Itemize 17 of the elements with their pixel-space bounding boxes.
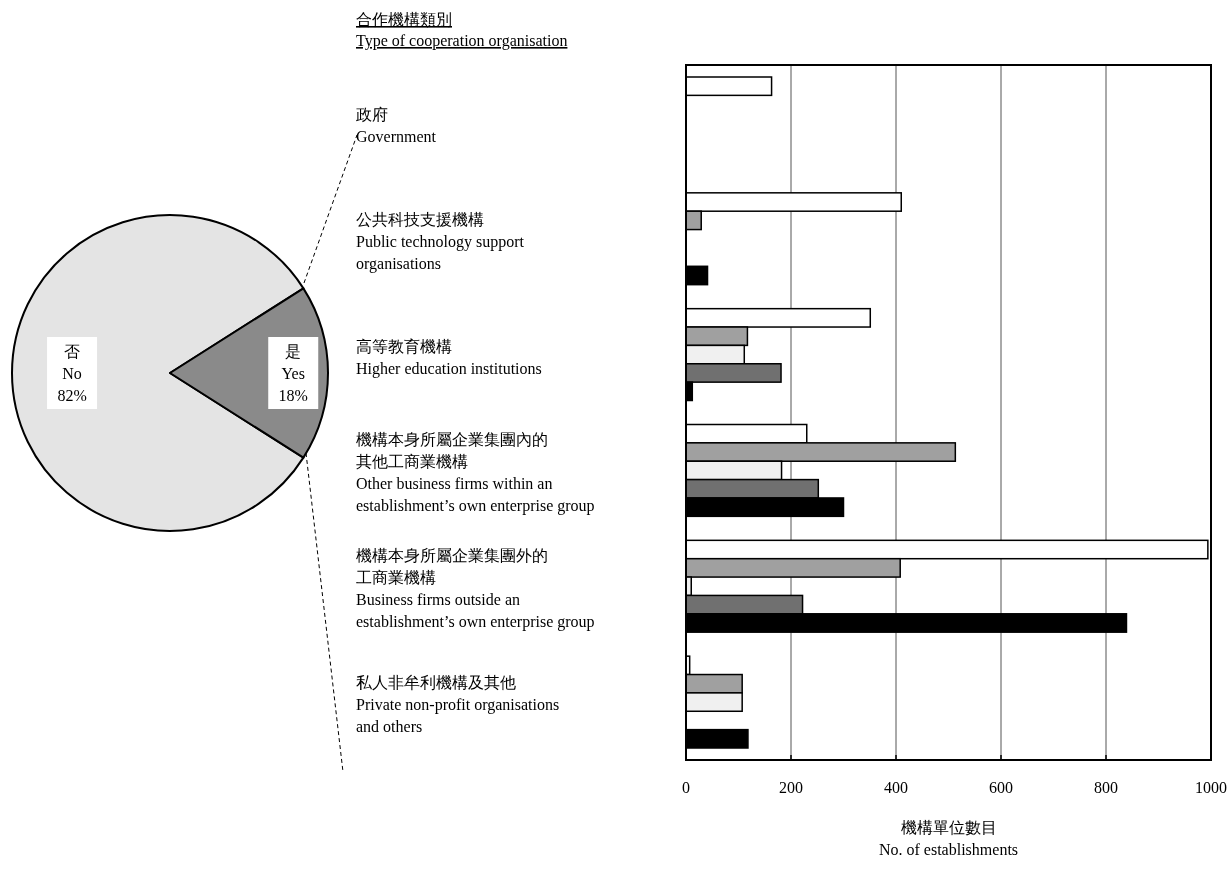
slice-label: 否 No xyxy=(62,343,82,382)
y-tick-label: 公共科技支援機構 Public technology support organisations xyxy=(356,210,525,273)
y-tick-label: 私人非牟利機構及其他 Private non-profit organisations and others xyxy=(356,674,560,736)
y-tick-label: 機構本身所屬企業集團外的工商業機構 Business firms outside an establishment’s own enterprise group xyxy=(356,547,595,632)
x-tick-label: 200 xyxy=(779,779,803,796)
x-tick-label: 1000 xyxy=(1195,779,1227,796)
y-tick-label: 政府 Government xyxy=(356,105,437,145)
y-tick-label: 機構本身所屬企業集團內的其他工商業機構 Other business firms within an establishment’s own enterprise group xyxy=(356,431,595,516)
x-tick-label: 400 xyxy=(884,779,908,796)
slice-label: 是 Yes xyxy=(281,343,305,382)
data-label: 82% xyxy=(57,387,87,404)
y-tick-label: 高等教育機構 Higher education institutions xyxy=(356,337,542,378)
x-tick-label: 800 xyxy=(1094,779,1118,796)
x-tick-label: 0 xyxy=(682,779,690,796)
x-tick-label: 600 xyxy=(989,779,1013,796)
data-label: 18% xyxy=(278,387,308,404)
x-axis-title: 機構單位數目 No. of establishments xyxy=(878,819,1019,858)
